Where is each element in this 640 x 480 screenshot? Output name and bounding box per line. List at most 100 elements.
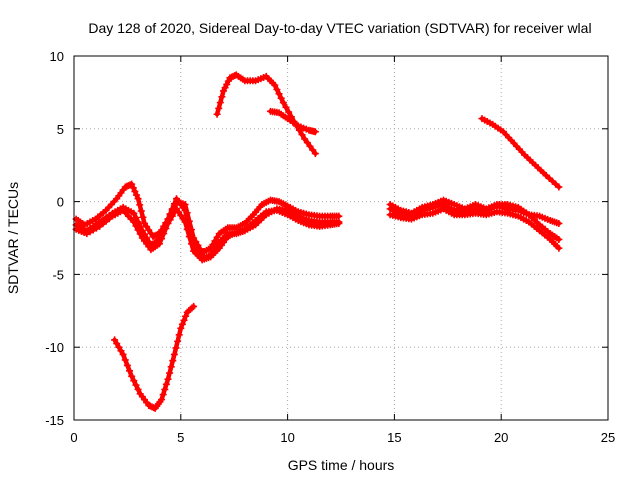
data-point-marker [213,233,221,241]
series-cluster-f [386,205,563,252]
data-point-marker [113,340,121,348]
data-point-marker [123,361,131,369]
x-tick-label: 20 [494,430,508,445]
data-point-marker [311,150,319,158]
x-tick-label: 5 [177,430,184,445]
data-point-marker [130,209,138,217]
data-point-marker [132,381,140,389]
data-point-marker [158,235,166,243]
data-point-marker [164,219,172,227]
data-point-marker [218,93,226,101]
data-point-marker [166,216,174,224]
data-point-marker [134,195,142,203]
data-point-marker [128,180,136,188]
data-point-marker [555,235,563,243]
series-cluster-c [72,205,343,264]
series-line [214,72,318,156]
x-tick-label: 15 [387,430,401,445]
data-point-marker [555,244,563,252]
data-point-marker [175,331,183,339]
data-point-marker [167,363,175,371]
data-point-marker [132,191,140,199]
data-point-marker [136,201,144,209]
y-tick-label: -10 [45,340,64,355]
data-point-marker [285,108,293,116]
data-point-marker [303,139,311,147]
x-axis-title: GPS time / hours [288,457,395,473]
y-axis-title: SDTVAR / TECUs [5,182,21,294]
data-point-marker [190,302,198,310]
data-point-marker [161,385,169,393]
data-point-marker [131,187,139,195]
data-point-marker [111,336,119,344]
data-point-marker [555,219,563,227]
data-point-marker [211,237,219,245]
data-point-marker [115,343,123,351]
data-point-marker [170,200,178,208]
data-point-marker [162,225,170,233]
data-point-marker [180,316,188,324]
data-layer [72,71,563,412]
x-tick-label: 0 [70,430,77,445]
data-point-marker [301,135,309,143]
data-point-marker [271,81,279,89]
data-point-marker [130,377,138,385]
data-point-marker [119,350,127,358]
data-point-marker [311,128,319,136]
data-point-marker [275,90,283,98]
data-point-marker [130,218,138,226]
data-point-marker [128,372,136,380]
data-point-marker [159,391,167,399]
data-point-marker [155,240,163,248]
data-point-marker [170,350,178,358]
y-tick-label: -15 [45,413,64,428]
data-point-marker [162,380,170,388]
series-arc-high-tail [267,107,319,136]
data-point-marker [136,230,144,238]
data-point-marker [132,222,140,230]
data-point-marker [213,110,221,118]
data-point-marker [187,240,195,248]
data-point-marker [117,347,125,355]
data-point-marker [134,226,142,234]
data-point-marker [182,312,190,320]
data-point-marker [137,207,145,215]
data-point-marker [335,219,343,227]
data-point-marker [555,183,563,191]
data-point-marker [298,131,306,139]
data-point-marker [129,184,137,192]
data-point-marker [183,225,191,233]
data-point-marker [306,142,314,150]
plot-frame [73,55,609,421]
data-point-marker [215,104,223,112]
data-point-marker [164,375,172,383]
data-point-marker [121,356,129,364]
series-cluster-e [386,201,563,243]
chart-title: Day 128 of 2020, Sidereal Day-to-day VTE… [88,20,591,36]
data-point-marker [282,103,290,111]
series-arc-low-dip [111,302,198,412]
data-point-marker [174,337,182,345]
y-tick-label: 0 [57,195,64,210]
data-point-marker [172,344,180,352]
y-tick-label: 10 [50,49,64,64]
data-point-marker [279,99,287,107]
data-point-marker [132,214,140,222]
x-tick-label: 25 [601,430,615,445]
data-point-marker [160,230,168,238]
data-point-marker [126,367,134,375]
y-tick-label: -5 [52,267,64,282]
data-point-marker [277,94,285,102]
data-point-marker [181,206,189,214]
data-point-marker [273,85,281,93]
data-point-marker [158,396,166,404]
series-arc-late-decline [478,115,563,191]
data-point-marker [181,218,189,226]
data-point-marker [168,212,176,220]
data-point-marker [178,320,186,328]
data-point-marker [309,146,317,154]
x-tick-label: 10 [280,430,294,445]
data-point-marker [185,233,193,241]
data-point-marker [139,213,147,221]
